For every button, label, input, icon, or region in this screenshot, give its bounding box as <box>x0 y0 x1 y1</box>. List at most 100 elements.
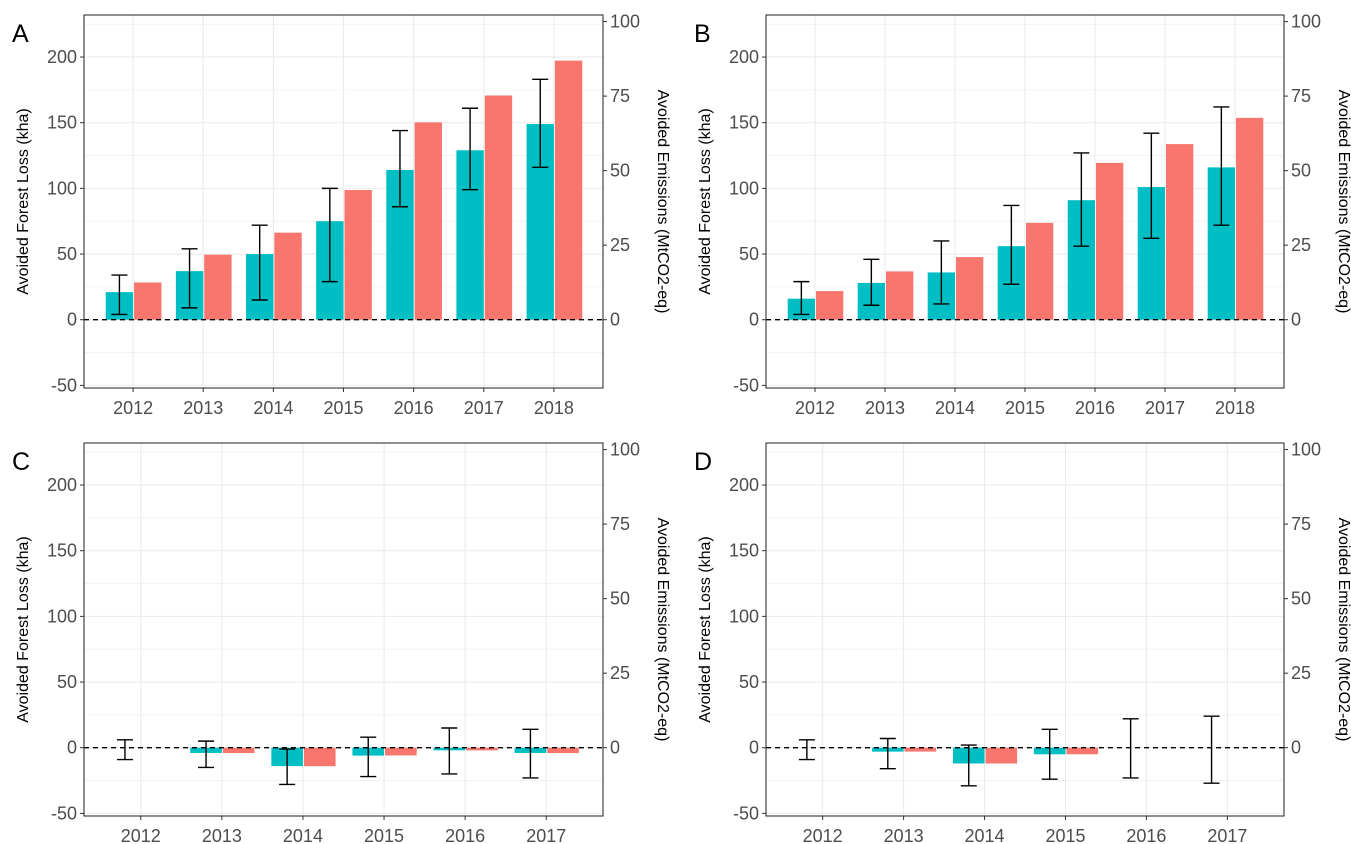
y2-tick-label: 50 <box>1291 589 1311 609</box>
x-tick-label: 2015 <box>1045 826 1085 844</box>
panel-label: D <box>694 448 712 476</box>
x-tick-label: 2016 <box>1075 398 1115 418</box>
panel-d: -50 0 50 100 150 200 0 25 50 75 100 2012 2013 2014 201… <box>694 440 1351 844</box>
error-bar <box>1122 718 1139 779</box>
y-tick-label: 100 <box>47 178 77 198</box>
emissions-bar <box>134 282 162 320</box>
error-bar <box>793 280 810 316</box>
emissions-bar <box>303 747 336 767</box>
emissions-bar <box>204 254 232 320</box>
emissions-bar <box>1236 117 1264 320</box>
emissions-bar <box>1096 162 1124 320</box>
emissions-bar <box>816 291 844 320</box>
y2-tick-label: 100 <box>610 12 640 32</box>
y-tick-label: 200 <box>47 47 77 67</box>
x-tick-label: 2018 <box>534 398 574 418</box>
y-tick-label: 100 <box>729 606 759 626</box>
y-tick-label: 50 <box>739 244 759 264</box>
error-bar <box>181 248 198 309</box>
y2-tick-label: 25 <box>1291 663 1311 683</box>
x-tick-label: 2015 <box>364 826 404 844</box>
error-bar <box>441 727 458 775</box>
panel-border <box>83 442 604 817</box>
y-axis-title: Avoided Forest Loss (kha) <box>15 536 32 722</box>
y-tick-label: 200 <box>729 47 759 67</box>
y-tick-label: 150 <box>47 541 77 561</box>
y-tick-label: 0 <box>67 738 77 758</box>
y2-tick-label: 50 <box>610 589 630 609</box>
error-bar <box>1143 132 1160 239</box>
emissions-bar <box>274 232 302 320</box>
x-tick-label: 2018 <box>1215 398 1255 418</box>
panel-label: A <box>12 20 29 48</box>
y2-tick-label: 100 <box>1291 440 1321 460</box>
error-bar <box>391 129 408 208</box>
y-tick-label: 100 <box>47 606 77 626</box>
panel-c: -50 0 50 100 150 200 0 25 50 75 100 2012 2013 2014 201… <box>12 440 671 844</box>
x-tick-label: 2017 <box>464 398 504 418</box>
y-tick-label: 50 <box>57 672 77 692</box>
x-tick-label: 2015 <box>1005 398 1045 418</box>
y-tick-label: -50 <box>733 803 759 823</box>
error-bar <box>360 736 377 778</box>
y-tick-label: 200 <box>47 475 77 495</box>
y2-axis-title: Avoided Emissions (MtCO2-eq) <box>654 90 671 314</box>
y-tick-label: 50 <box>739 672 759 692</box>
error-bar <box>462 107 479 191</box>
y-tick-label: 0 <box>67 310 77 330</box>
x-tick-label: 2017 <box>526 826 566 844</box>
error-bar <box>960 744 977 787</box>
y2-tick-label: 50 <box>1291 161 1311 181</box>
y2-tick-label: 25 <box>1291 235 1311 255</box>
y-axis-title: Avoided Forest Loss (kha) <box>15 108 32 294</box>
error-bar <box>1073 152 1090 247</box>
x-tick-label: 2016 <box>1126 826 1166 844</box>
error-bar <box>198 740 215 769</box>
emissions-bar <box>554 60 583 320</box>
x-tick-label: 2015 <box>323 398 363 418</box>
x-tick-label: 2017 <box>1145 398 1185 418</box>
error-bar <box>321 187 338 283</box>
panel-label: C <box>12 448 30 476</box>
x-tick-label: 2014 <box>935 398 975 418</box>
error-bar <box>863 258 880 306</box>
y2-axis-title: Avoided Emissions (MtCO2-eq) <box>654 518 671 742</box>
y-tick-label: 150 <box>47 113 77 133</box>
y2-tick-label: 0 <box>1291 738 1301 758</box>
x-tick-label: 2012 <box>803 826 843 844</box>
y2-axis-title: Avoided Emissions (MtCO2-eq) <box>1335 518 1351 742</box>
error-bar <box>111 274 128 316</box>
x-tick-label: 2014 <box>253 398 293 418</box>
x-tick-label: 2013 <box>865 398 905 418</box>
y-tick-label: -50 <box>733 375 759 395</box>
error-bar <box>522 728 539 779</box>
y-tick-label: 150 <box>729 113 759 133</box>
x-tick-label: 2012 <box>121 826 161 844</box>
error-bar <box>1003 204 1020 285</box>
y2-tick-label: 50 <box>610 161 630 181</box>
plot-background <box>766 443 1284 816</box>
panel-border <box>765 442 1285 817</box>
emissions-bar <box>904 747 937 752</box>
y2-tick-label: 75 <box>610 514 630 534</box>
panel-label: B <box>694 20 711 48</box>
y2-tick-label: 25 <box>610 235 630 255</box>
emissions-bar <box>1066 747 1099 755</box>
emissions-bar <box>414 122 442 320</box>
y2-tick-label: 75 <box>1291 86 1311 106</box>
error-bar <box>251 224 268 301</box>
x-tick-label: 2013 <box>183 398 223 418</box>
y2-axis-title: Avoided Emissions (MtCO2-eq) <box>1335 90 1351 314</box>
emissions-bar <box>1026 222 1054 320</box>
y-tick-label: 50 <box>57 244 77 264</box>
y-axis-title: Avoided Forest Loss (kha) <box>697 108 714 294</box>
y-tick-label: 0 <box>749 738 759 758</box>
emissions-bar <box>484 95 513 320</box>
x-tick-label: 2012 <box>113 398 153 418</box>
error-bar <box>1213 106 1230 226</box>
y2-tick-label: 100 <box>610 440 640 460</box>
error-bar <box>879 737 896 770</box>
y2-tick-label: 0 <box>610 310 620 330</box>
y-tick-label: -50 <box>51 375 77 395</box>
